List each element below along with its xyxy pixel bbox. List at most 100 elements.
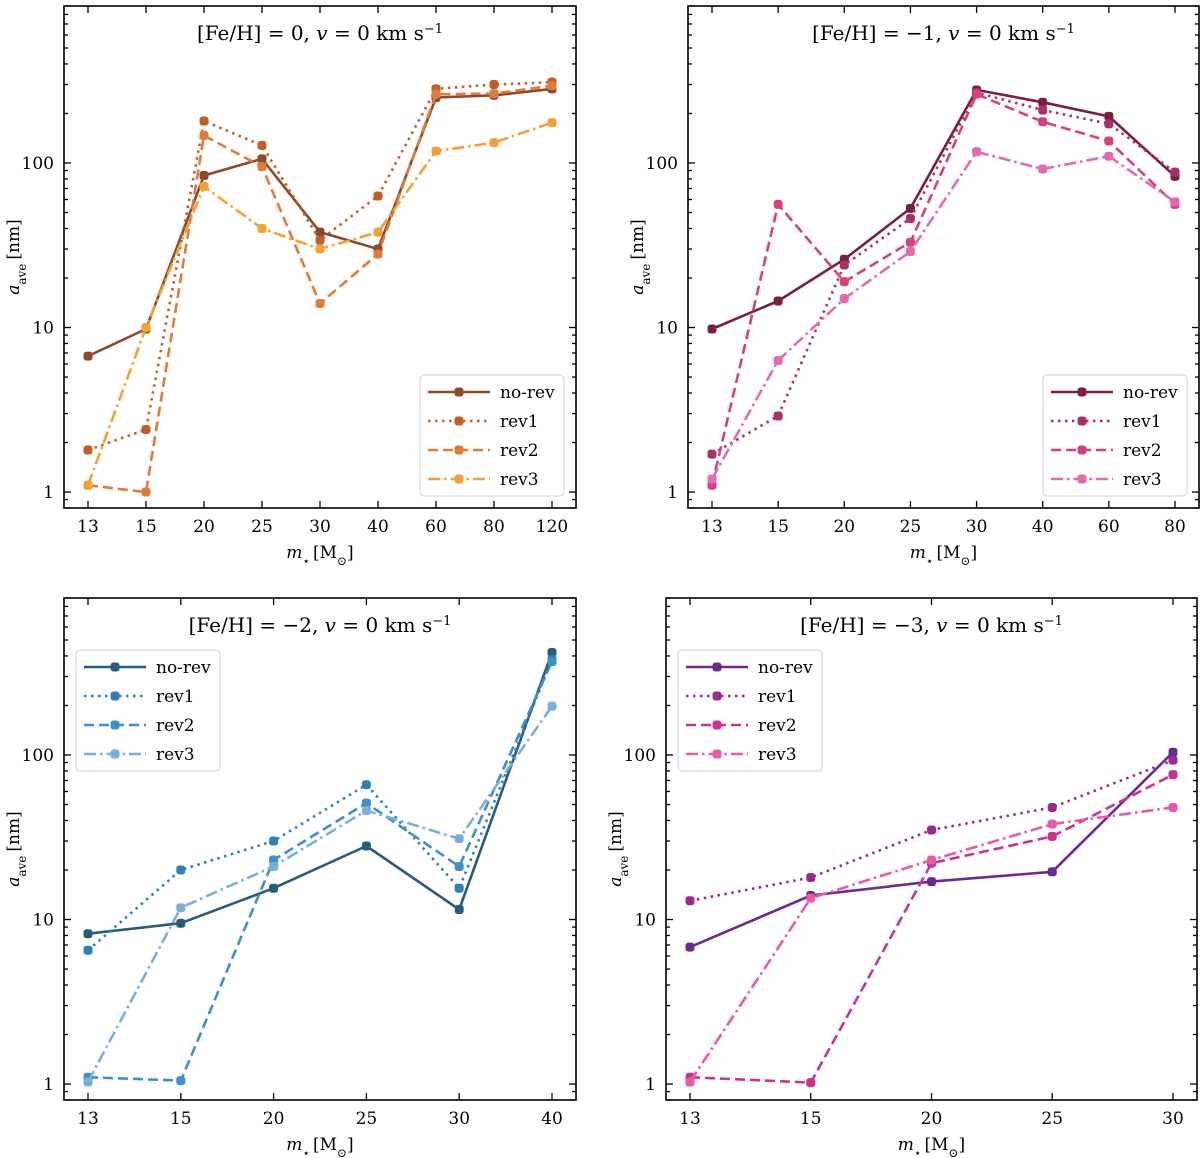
data-point-rev2 xyxy=(361,798,371,808)
legend-marker-rev2 xyxy=(454,445,464,455)
data-point-rev1 xyxy=(927,825,936,835)
data-point-rev2 xyxy=(257,162,267,172)
series-line-rev1 xyxy=(87,659,554,952)
legend-box xyxy=(1042,374,1188,497)
x-tick-label: 30 xyxy=(966,517,988,537)
x-tick-label: 20 xyxy=(921,1109,943,1129)
x-tick-label: 40 xyxy=(367,517,389,537)
data-point-no-rev xyxy=(83,351,93,361)
data-point-rev1 xyxy=(806,873,816,883)
legend-box xyxy=(419,374,565,497)
x-tick-label: 80 xyxy=(483,517,505,537)
data-point-rev1 xyxy=(141,425,151,435)
data-point-no-rev xyxy=(454,905,464,915)
legend-marker-rev3 xyxy=(1077,474,1087,484)
data-point-rev3 xyxy=(199,181,209,191)
series-line-no-rev xyxy=(711,88,1176,331)
data-point-rev1 xyxy=(773,411,783,421)
legend-entry: no-rev xyxy=(500,383,555,403)
data-point-no-rev xyxy=(361,841,371,851)
y-tick-label: 10 xyxy=(634,911,656,931)
legend-marker-no-rev xyxy=(110,662,120,672)
x-axis-label: m⋆ [M⊙] xyxy=(910,543,977,568)
data-point-rev1 xyxy=(269,836,279,846)
data-point-rev1 xyxy=(83,945,93,955)
y-tick-label: 100 xyxy=(624,746,656,766)
legend-box xyxy=(677,649,823,772)
data-point-rev3 xyxy=(176,903,186,913)
legend-entry: rev3 xyxy=(758,745,797,765)
y-tick-label: 100 xyxy=(22,746,54,766)
data-point-rev3 xyxy=(1047,819,1057,829)
series-line-no-rev xyxy=(87,87,553,358)
legend: no-rev rev1 rev2 rev3 xyxy=(419,374,565,497)
data-point-rev2 xyxy=(141,487,151,497)
data-point-rev1 xyxy=(905,213,915,223)
panel-title: [Fe/H] = −1, v = 0 km s−1 xyxy=(812,21,1075,45)
data-point-no-rev xyxy=(176,918,186,928)
data-point-rev2 xyxy=(839,277,849,287)
legend-marker-no-rev xyxy=(1077,387,1087,397)
y-tick-label: 1 xyxy=(645,1075,656,1095)
legend-marker-no-rev xyxy=(712,662,722,672)
y-tick-label: 100 xyxy=(646,154,678,174)
y-axis-label: aave[nm] xyxy=(4,811,29,887)
x-tick-label: 120 xyxy=(536,517,568,537)
legend: no-rev rev1 rev2 rev3 xyxy=(1042,374,1188,497)
data-point-rev3 xyxy=(905,246,915,256)
legend: no-rev rev1 rev2 rev3 xyxy=(75,649,221,772)
x-tick-label: 40 xyxy=(541,1109,563,1129)
data-point-rev3 xyxy=(1104,151,1114,161)
legend-entry: rev1 xyxy=(156,687,195,707)
legend-marker-rev1 xyxy=(1077,416,1087,426)
panel-title: [Fe/H] = 0, v = 0 km s−1 xyxy=(197,21,443,45)
panel-feh-minus-2: 13 15 20 25 30 40 1 10 100 [Fe/H] = −2, v = 0 km … xyxy=(4,597,577,1158)
data-point-rev1 xyxy=(361,780,371,790)
series-line-rev3 xyxy=(86,705,554,1083)
x-tick-label: 13 xyxy=(77,1109,99,1129)
y-tick-label: 1 xyxy=(43,1075,54,1095)
legend-entry: no-rev xyxy=(156,658,211,678)
data-point-rev1 xyxy=(1170,167,1180,177)
data-point-rev3 xyxy=(1038,164,1048,174)
legend-marker-rev1 xyxy=(712,691,722,701)
data-point-rev2 xyxy=(806,1078,816,1088)
legend-marker-no-rev xyxy=(454,387,464,397)
series-line-rev3 xyxy=(688,806,1174,1083)
data-point-rev3 xyxy=(839,294,849,304)
data-point-rev1 xyxy=(373,191,383,201)
data-point-rev2 xyxy=(547,657,557,667)
panel-title: [Fe/H] = −2, v = 0 km s−1 xyxy=(189,613,452,637)
data-point-rev2 xyxy=(454,862,464,872)
y-tick-label: 10 xyxy=(656,319,678,339)
data-point-no-rev xyxy=(83,929,93,939)
data-point-no-rev xyxy=(257,154,267,164)
data-point-no-rev xyxy=(927,877,936,887)
data-point-no-rev xyxy=(685,942,695,952)
data-point-no-rev xyxy=(1047,867,1057,877)
legend-entry: rev1 xyxy=(1123,412,1162,432)
legend-box xyxy=(75,649,221,772)
data-point-rev3 xyxy=(773,356,783,366)
data-point-no-rev xyxy=(315,227,325,237)
data-point-rev2 xyxy=(547,81,557,91)
data-point-rev3 xyxy=(1168,802,1178,812)
data-point-rev1 xyxy=(454,883,464,893)
y-tick-label: 1 xyxy=(667,483,678,503)
data-point-no-rev xyxy=(1038,97,1048,107)
panel-feh-minus-3: 13 15 20 25 30 1 10 100 [Fe/H] = −3, v = 0 km s−… xyxy=(606,597,1198,1158)
series-line-rev2 xyxy=(689,773,1174,1084)
data-point-no-rev xyxy=(773,296,783,306)
data-point-no-rev xyxy=(1104,111,1114,121)
legend-entry: rev2 xyxy=(758,716,797,736)
data-point-rev3 xyxy=(547,118,557,128)
x-axis-label: m⋆ [M⊙] xyxy=(286,543,353,568)
data-point-rev3 xyxy=(927,855,936,865)
data-point-rev2 xyxy=(1038,117,1048,127)
data-point-rev3 xyxy=(685,1077,695,1087)
x-tick-label: 80 xyxy=(1164,517,1186,537)
x-tick-label: 60 xyxy=(1098,517,1120,537)
x-tick-label: 15 xyxy=(170,1109,192,1129)
data-point-rev2 xyxy=(972,89,982,99)
data-point-rev2 xyxy=(1168,770,1178,780)
